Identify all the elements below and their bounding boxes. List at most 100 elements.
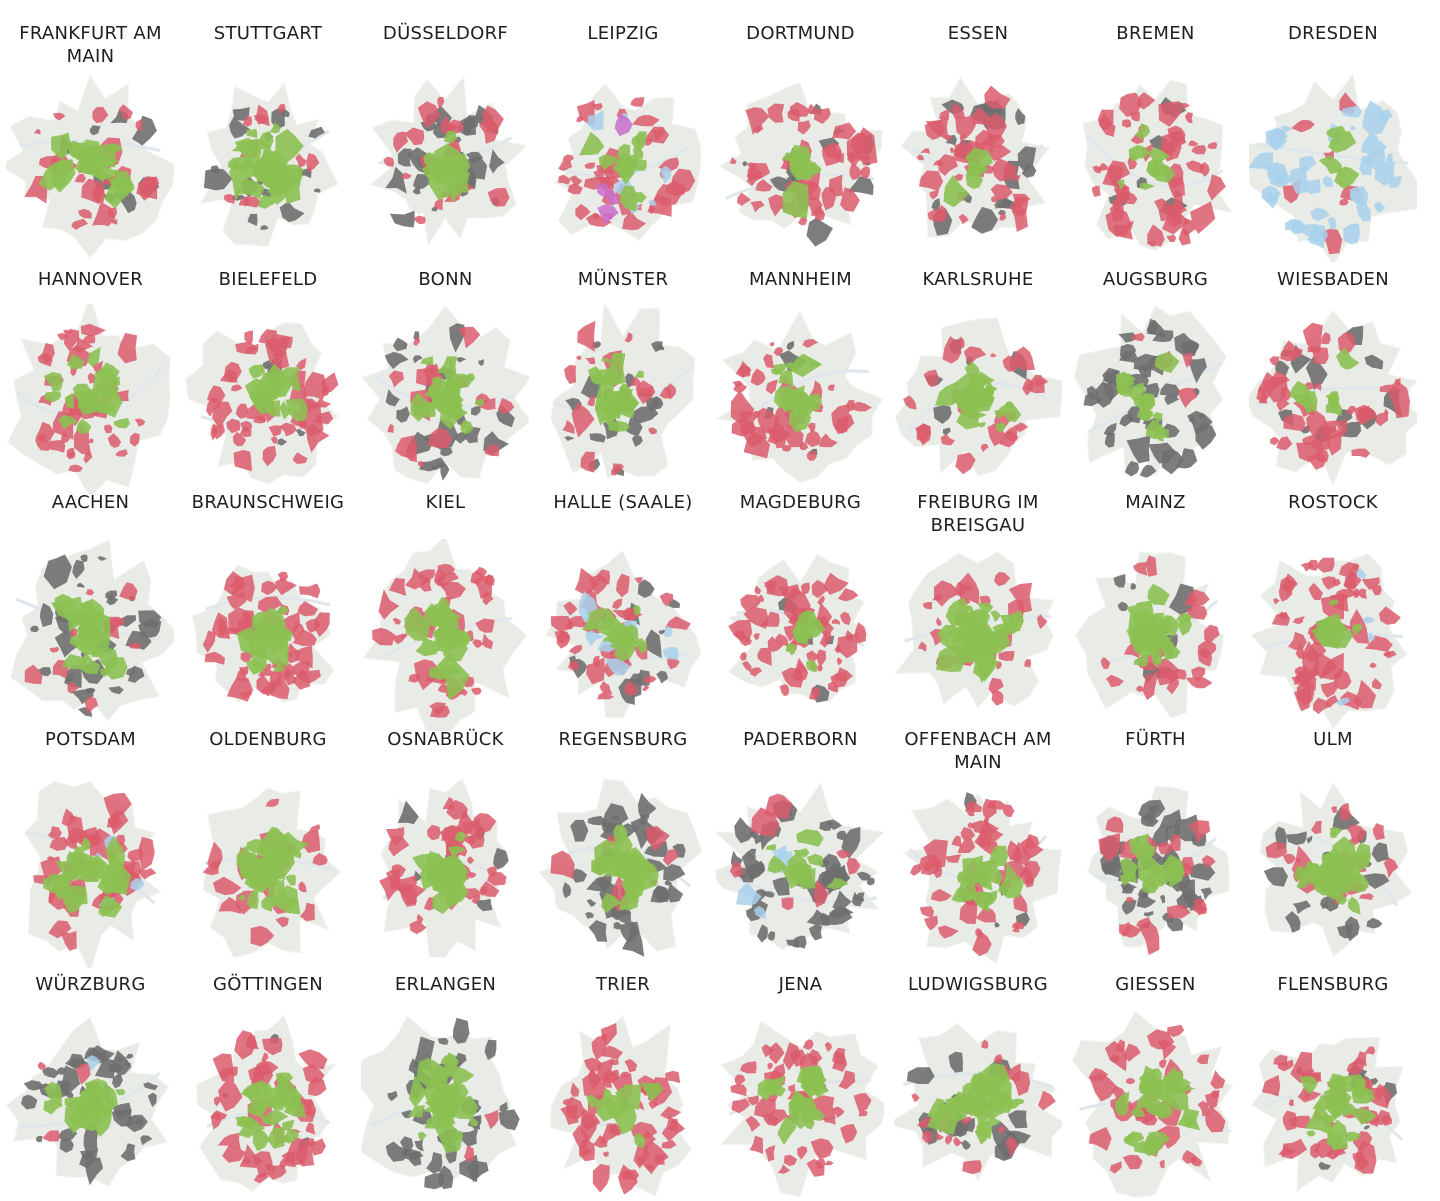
- city-name: LUDWIGSBURG: [908, 974, 1048, 995]
- district-gray: [105, 590, 118, 601]
- district-red: [42, 1130, 61, 1142]
- district-green: [434, 143, 468, 182]
- district-red: [1158, 842, 1174, 855]
- district-red: [819, 631, 832, 648]
- district-green: [625, 192, 647, 203]
- district-gray: [662, 864, 685, 882]
- city-cell-dresden: DRESDEN: [1245, 22, 1422, 262]
- district-green: [578, 131, 604, 156]
- district-green: [989, 610, 1001, 623]
- district-light-blue: [1360, 134, 1387, 156]
- district-red: [570, 402, 595, 438]
- district-red: [483, 574, 495, 586]
- city-cell-magdeburg: MAGDEBURG: [712, 491, 889, 731]
- district-gray: [1364, 354, 1383, 370]
- district-gray: [1371, 842, 1389, 863]
- district-gray: [493, 847, 509, 870]
- district-red: [837, 588, 859, 602]
- district-green: [1347, 872, 1369, 893]
- district-red: [1036, 614, 1047, 630]
- district-red: [835, 153, 844, 164]
- district-green: [420, 356, 434, 365]
- district-red: [730, 1084, 747, 1097]
- district-gray: [1192, 387, 1200, 397]
- district-gray: [440, 446, 453, 457]
- district-red: [782, 1042, 802, 1071]
- district-red: [737, 360, 751, 378]
- district-red: [1345, 405, 1356, 416]
- district-gray: [1007, 1110, 1027, 1129]
- district-green: [416, 400, 438, 418]
- district-red: [933, 580, 961, 607]
- district-red: [388, 370, 404, 388]
- district-red: [64, 837, 79, 850]
- district-red: [103, 792, 132, 821]
- district-red: [1157, 1039, 1177, 1060]
- district-red: [1205, 1089, 1220, 1110]
- district-gray: [456, 357, 467, 363]
- district-red: [799, 441, 809, 451]
- district-red: [1167, 1024, 1185, 1037]
- district-green: [997, 862, 1024, 899]
- district-red: [313, 612, 330, 637]
- district-red: [1141, 1114, 1158, 1126]
- district-red: [664, 616, 691, 630]
- district-red: [307, 1076, 326, 1097]
- district-green: [1150, 644, 1162, 666]
- district-red: [387, 423, 394, 434]
- district-red: [1364, 635, 1393, 652]
- district-green: [72, 383, 92, 400]
- district-green: [811, 1083, 830, 1099]
- district-gray: [85, 1157, 104, 1186]
- district-gray: [1118, 332, 1137, 343]
- city-cell-potsdam: POTSDAM: [2, 728, 179, 968]
- district-green: [1147, 583, 1170, 606]
- district-gray: [906, 1067, 935, 1084]
- district-red: [586, 396, 595, 407]
- district-red: [1182, 352, 1193, 368]
- district-green: [796, 610, 817, 630]
- district-red: [413, 215, 426, 225]
- district-red: [751, 807, 780, 838]
- district-green: [263, 874, 280, 888]
- district-green: [432, 608, 462, 623]
- district-gray: [424, 1173, 445, 1190]
- district-red: [565, 1096, 585, 1120]
- district-green: [1166, 860, 1185, 882]
- district-red: [85, 589, 95, 596]
- district-red: [84, 696, 99, 714]
- district-gray: [59, 1137, 74, 1153]
- district-light-blue: [1388, 175, 1402, 188]
- district-red: [749, 667, 763, 677]
- district-red: [1293, 685, 1311, 712]
- city-cell-bonn: BONN: [357, 268, 534, 494]
- district-green: [600, 893, 621, 914]
- district-gray: [54, 631, 81, 658]
- district-green: [606, 1111, 624, 1119]
- district-red: [219, 1067, 234, 1080]
- district-red: [66, 447, 75, 457]
- district-green: [1337, 1101, 1356, 1117]
- district-green: [262, 163, 275, 171]
- district-gray: [826, 819, 843, 831]
- district-red: [274, 578, 297, 596]
- district-green: [601, 402, 623, 419]
- district-green: [613, 862, 628, 876]
- district-red: [958, 213, 969, 225]
- district-green: [269, 895, 279, 908]
- district-green: [604, 1095, 621, 1107]
- district-red: [107, 817, 118, 829]
- district-purple: [604, 188, 618, 205]
- district-red: [558, 160, 572, 171]
- district-red: [584, 357, 595, 365]
- city-name: BREMEN: [1116, 23, 1195, 44]
- district-green: [950, 1091, 973, 1109]
- district-red: [1272, 1054, 1288, 1067]
- district-red: [1122, 1154, 1143, 1170]
- district-gray: [1139, 464, 1157, 478]
- district-red: [861, 166, 871, 180]
- district-gray: [1102, 367, 1120, 385]
- district-gray: [42, 1067, 60, 1079]
- district-red: [119, 582, 138, 601]
- district-red: [958, 898, 978, 925]
